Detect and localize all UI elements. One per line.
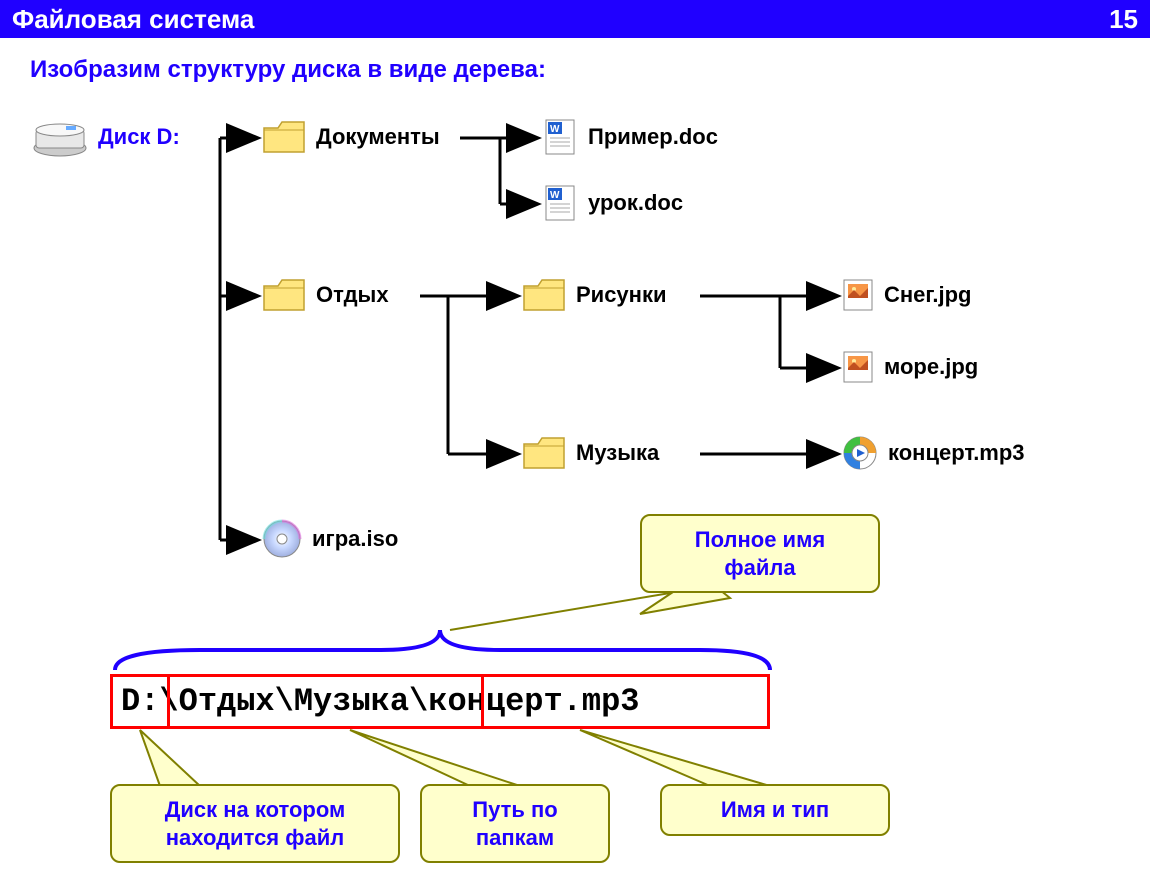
callout-folders-line2: папкам: [436, 824, 594, 852]
callout-file-line1: Имя и тип: [676, 796, 874, 824]
path-file: концерт.mp3: [428, 683, 639, 720]
path-drive: D:: [121, 683, 159, 720]
slide-number: 15: [1109, 4, 1138, 35]
muzyka-label: Музыка: [576, 440, 659, 466]
cd-icon: [260, 518, 304, 560]
folder-icon: [520, 274, 568, 316]
node-muzyka: Музыка: [520, 432, 659, 474]
media-icon: [840, 432, 880, 474]
image-icon: [840, 346, 876, 388]
risunki-label: Рисунки: [576, 282, 667, 308]
svg-text:W: W: [550, 190, 560, 201]
slide-header: Файловая система 15: [0, 0, 1150, 38]
doc-icon: W: [540, 116, 580, 158]
callout-drive-line2: находится файл: [126, 824, 384, 852]
callout-folders-line1: Путь по: [436, 796, 594, 824]
more-label: море.jpg: [884, 354, 978, 380]
kontsert-label: концерт.mp3: [888, 440, 1025, 466]
node-primer: W Пример.doc: [540, 116, 718, 158]
node-risunki: Рисунки: [520, 274, 667, 316]
full-path-box: D:\Отдых\Музыка\концерт.mp3: [110, 674, 770, 729]
callout-full-name: Полное имя файла: [640, 514, 880, 593]
node-more: море.jpg: [840, 346, 978, 388]
node-sneg: Снег.jpg: [840, 274, 971, 316]
callout-drive-line1: Диск на котором: [126, 796, 384, 824]
callout-folders: Путь по папкам: [420, 784, 610, 863]
node-otdykh: Отдых: [260, 274, 389, 316]
sneg-label: Снег.jpg: [884, 282, 971, 308]
node-disk: Диск D:: [30, 116, 180, 158]
callout-drive: Диск на котором находится файл: [110, 784, 400, 863]
folder-icon: [520, 432, 568, 474]
igra-label: игра.iso: [312, 526, 398, 552]
slide-subtitle: Изобразим структуру диска в виде дерева:: [30, 56, 1150, 84]
otdykh-label: Отдых: [316, 282, 389, 308]
doc-icon: W: [540, 182, 580, 224]
folder-icon: [260, 116, 308, 158]
path-divider-2: [481, 674, 484, 729]
documents-label: Документы: [316, 124, 440, 150]
node-igra: игра.iso: [260, 518, 398, 560]
primer-label: Пример.doc: [588, 124, 718, 150]
disk-label: Диск D:: [98, 124, 180, 150]
urok-label: урок.doc: [588, 190, 683, 216]
hdd-icon: [30, 116, 90, 158]
node-kontsert: концерт.mp3: [840, 432, 1025, 474]
image-icon: [840, 274, 876, 316]
diagram-canvas: Диск D: Документы W Пример.doc W урок.do…: [0, 94, 1150, 874]
callout-full-name-line1: Полное имя: [656, 526, 864, 554]
callout-file: Имя и тип: [660, 784, 890, 836]
slide-title: Файловая система: [12, 4, 254, 35]
folder-icon: [260, 274, 308, 316]
callout-full-name-line2: файла: [656, 554, 864, 582]
svg-text:W: W: [550, 124, 560, 135]
node-urok: W урок.doc: [540, 182, 683, 224]
path-folders: \Отдых\Музыка\: [159, 683, 428, 720]
path-divider-1: [167, 674, 170, 729]
node-documents: Документы: [260, 116, 440, 158]
